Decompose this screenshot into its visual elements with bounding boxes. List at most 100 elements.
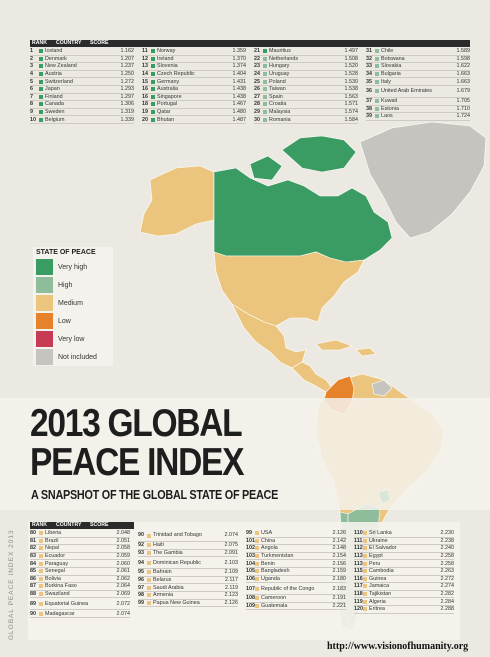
rank-number: 37 [366, 98, 372, 105]
country-name: Slovenia [157, 63, 178, 70]
country-name: Estonia [381, 105, 399, 112]
peace-score: 2.061 [116, 568, 131, 575]
rank-swatch [363, 592, 367, 597]
rank-number: 82 [30, 545, 36, 552]
rank-swatch [375, 56, 379, 61]
legend-label: Not included [58, 353, 97, 361]
arctic-islands-region [281, 135, 357, 173]
rank-number: 31 [366, 48, 372, 55]
score-header-bottom: SCORE [90, 522, 109, 528]
rank-number: 106 [246, 575, 255, 582]
peace-score: 2.156 [332, 560, 347, 567]
legend-swatch [36, 349, 53, 365]
website-link[interactable]: http://www.visionofhumanity.org [327, 641, 469, 652]
country-name: New Zealand [45, 63, 77, 70]
ranking-column: 99 USA 2.126 101 China 2.142 102 Angola 2.148 103… [246, 530, 346, 618]
country-name: Italy [381, 78, 391, 85]
rank-number: 92 [138, 542, 144, 549]
country-name: Bahrain [153, 569, 172, 576]
legend-label: Very high [58, 263, 88, 271]
peace-score: 2.119 [224, 584, 238, 591]
country-name: Croatia [269, 101, 287, 108]
rank-number: 20 [142, 116, 148, 123]
rank-swatch [255, 554, 259, 559]
ranking-row: 108 Cameroon 2.191 [246, 595, 346, 603]
rank-number: 8 [30, 101, 33, 108]
rank-swatch [263, 117, 267, 122]
main-title: 2013 GLOBAL PEACE INDEX [30, 404, 244, 482]
rank-swatch [39, 79, 43, 84]
rank-swatch [39, 49, 43, 54]
ranking-row: 84 Paraguay 2.060 [30, 560, 130, 568]
country-name: Spain [269, 93, 283, 100]
title-band [0, 398, 490, 510]
rank-number: 16 [142, 86, 148, 93]
rank-header: RANK [32, 40, 47, 46]
peace-score: 2.069 [116, 590, 131, 597]
ranking-row: 36 United Arab Emirates 1.679 [366, 86, 470, 98]
rank-swatch [147, 570, 151, 575]
rank-number: 109 [246, 602, 255, 609]
peace-score: 2.191 [332, 595, 347, 602]
rank-swatch [263, 102, 267, 107]
peace-score: 2.064 [116, 583, 131, 590]
ranking-row: 120 Eritrea 2.288 [354, 606, 454, 614]
country-name: Trinidad and Tobago [153, 532, 202, 539]
ranking-row: 30 Romania 1.584 [254, 116, 358, 124]
ranking-row: 31 Chile 1.589 [366, 48, 470, 56]
rank-number: 30 [254, 116, 260, 123]
rank-number: 86 [30, 575, 36, 582]
peace-score: 1.528 [344, 70, 359, 77]
rank-number: 107 [246, 585, 255, 592]
rank-swatch [151, 87, 155, 92]
ranking-column: 80 Liberia 2.048 81 Brazil 2.051 82 Nepal 2.058 8… [30, 530, 130, 618]
rank-swatch [363, 607, 367, 612]
ranking-row: 39 Laos 1.724 [366, 113, 470, 121]
country-name: Dominican Republic [153, 559, 201, 566]
country-name: Japan [45, 86, 60, 93]
country-name: Bangladesh [261, 568, 290, 575]
rank-swatch [375, 106, 379, 111]
rank-swatch [39, 584, 43, 589]
rank-swatch [147, 593, 151, 598]
rank-swatch [151, 117, 155, 122]
score-header: SCORE [90, 40, 109, 46]
peace-score: 1.508 [344, 55, 359, 62]
rank-number: 5 [30, 78, 33, 85]
ranking-row: 88 Swaziland 2.069 [30, 591, 130, 599]
rank-number: 115 [354, 568, 363, 575]
country-name: Bulgaria [381, 70, 401, 77]
peace-score: 1.663 [456, 78, 471, 85]
rank-swatch [375, 79, 379, 84]
ranking-row: 115 Cambodia 2.263 [354, 568, 454, 576]
top-table-header: RANK COUNTRY SCORE [30, 40, 470, 47]
canada-region [213, 167, 393, 263]
country-name: Ireland [157, 55, 174, 62]
ranking-row: 89 Equatorial Guinea 2.072 [30, 598, 130, 611]
ranking-row: 99 USA 2.126 [246, 530, 346, 538]
country-name: Tajikistan [369, 590, 392, 597]
rank-swatch [375, 114, 379, 119]
peace-score: 1.679 [456, 88, 471, 95]
rank-number: 12 [142, 55, 148, 62]
rank-number: 89 [30, 600, 36, 607]
rank-swatch [363, 584, 367, 589]
legend-swatch [36, 313, 53, 329]
country-name: United Arab Emirates [381, 88, 432, 95]
ranking-row: 101 China 2.142 [246, 538, 346, 546]
peace-score: 2.051 [116, 537, 131, 544]
country-name: Armenia [153, 592, 174, 599]
country-name: Bhutan [157, 116, 175, 123]
rank-number: 93 [138, 549, 144, 556]
country-name: Australia [157, 86, 178, 93]
rank-number: 85 [30, 568, 36, 575]
ranking-row: 33 Slovakia 1.622 [366, 63, 470, 71]
rank-swatch [147, 560, 151, 565]
rank-swatch [375, 64, 379, 69]
peace-score: 2.103 [224, 559, 239, 566]
ranking-column: 1 Iceland 1.162 2 Denmark 1.207 3 New Zealand 1.… [30, 48, 134, 124]
country-name: The Gambia [153, 549, 183, 556]
rank-swatch [39, 64, 43, 69]
peace-score: 1.339 [120, 116, 135, 123]
country-name: Romania [269, 116, 291, 123]
